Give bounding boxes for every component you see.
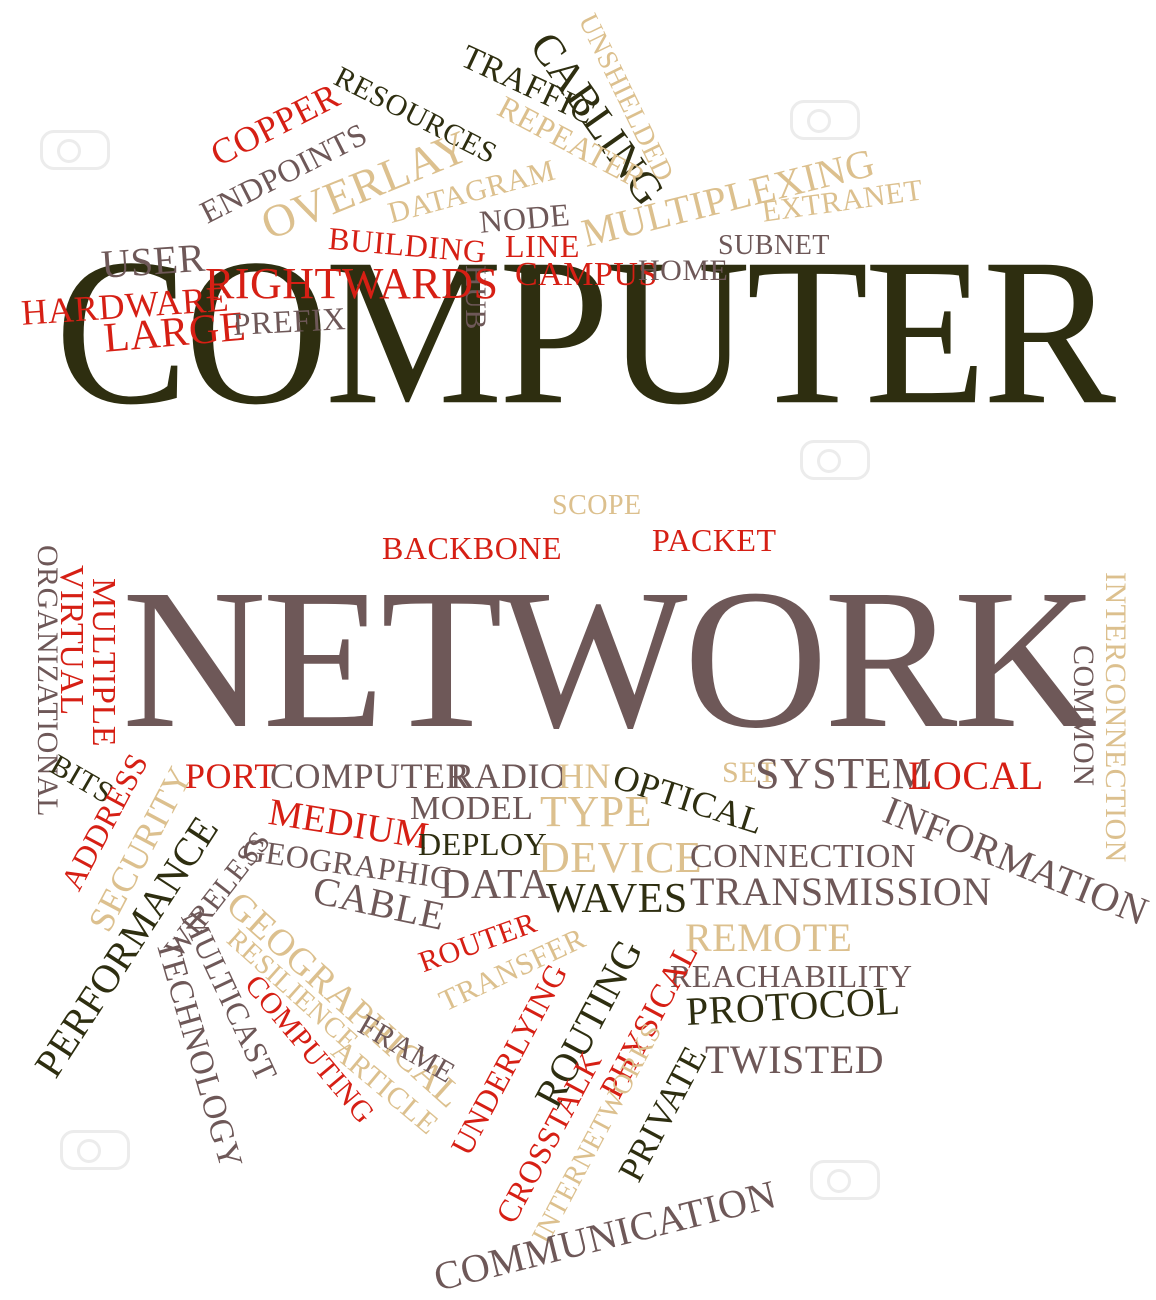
- word-deploy: DEPLOY: [418, 826, 548, 862]
- word-prefix: PREFIX: [231, 300, 347, 342]
- word-common: COMMON: [1067, 645, 1100, 787]
- watermark-logo-icon: [790, 100, 860, 140]
- word-type: TYPE: [540, 787, 652, 836]
- watermark-logo-icon: [800, 440, 870, 480]
- word-radio: RADIO: [450, 756, 567, 796]
- word-hn: HN: [558, 756, 611, 796]
- word-transmission: TRANSMISSION: [690, 869, 992, 914]
- word-computer: COMPUTER: [270, 756, 471, 796]
- watermark-logo-icon: [40, 130, 110, 170]
- word-home: HOME: [638, 254, 729, 287]
- word-reachability: REACHABILITY: [670, 958, 913, 994]
- word-virtual: VIRTUAL: [53, 565, 90, 716]
- word-network-title: NETWORK: [122, 549, 1098, 770]
- word-waves: WAVES: [546, 876, 688, 922]
- watermark-logo-icon: [60, 1130, 130, 1170]
- word-packet: PACKET: [652, 522, 777, 558]
- word-computer-title: COMPUTER: [55, 216, 1116, 449]
- word-twisted: TWISTED: [705, 1037, 885, 1082]
- word-model: MODEL: [410, 790, 534, 827]
- word-interconnection: INTERCONNECTION: [1099, 572, 1132, 863]
- word-scope: SCOPE: [552, 490, 642, 521]
- word-set: SET: [722, 756, 777, 789]
- word-communication: COMMUNICATION: [429, 1171, 781, 1300]
- word-multiple: MULTIPLE: [85, 578, 122, 747]
- word-line: LINE: [505, 228, 580, 264]
- word-protocol: PROTOCOL: [684, 977, 902, 1034]
- watermark-logo-icon: [810, 1160, 880, 1200]
- word-campus: CAMPUS: [515, 256, 658, 293]
- word-connection: CONNECTION: [690, 838, 916, 875]
- word-subnet: SUBNET: [718, 230, 830, 261]
- word-system: SYSTEM: [755, 749, 932, 798]
- word-backbone: BACKBONE: [382, 530, 563, 566]
- word-device: DEVICE: [538, 833, 703, 882]
- word-local: LOCAL: [908, 753, 1044, 798]
- word-data: DATA: [440, 862, 551, 908]
- word-port: PORT: [185, 756, 277, 796]
- word-rightwards: RIGHTWARDS: [205, 259, 499, 308]
- word-user: USER: [99, 234, 207, 287]
- word-remote: REMOTE: [685, 915, 853, 960]
